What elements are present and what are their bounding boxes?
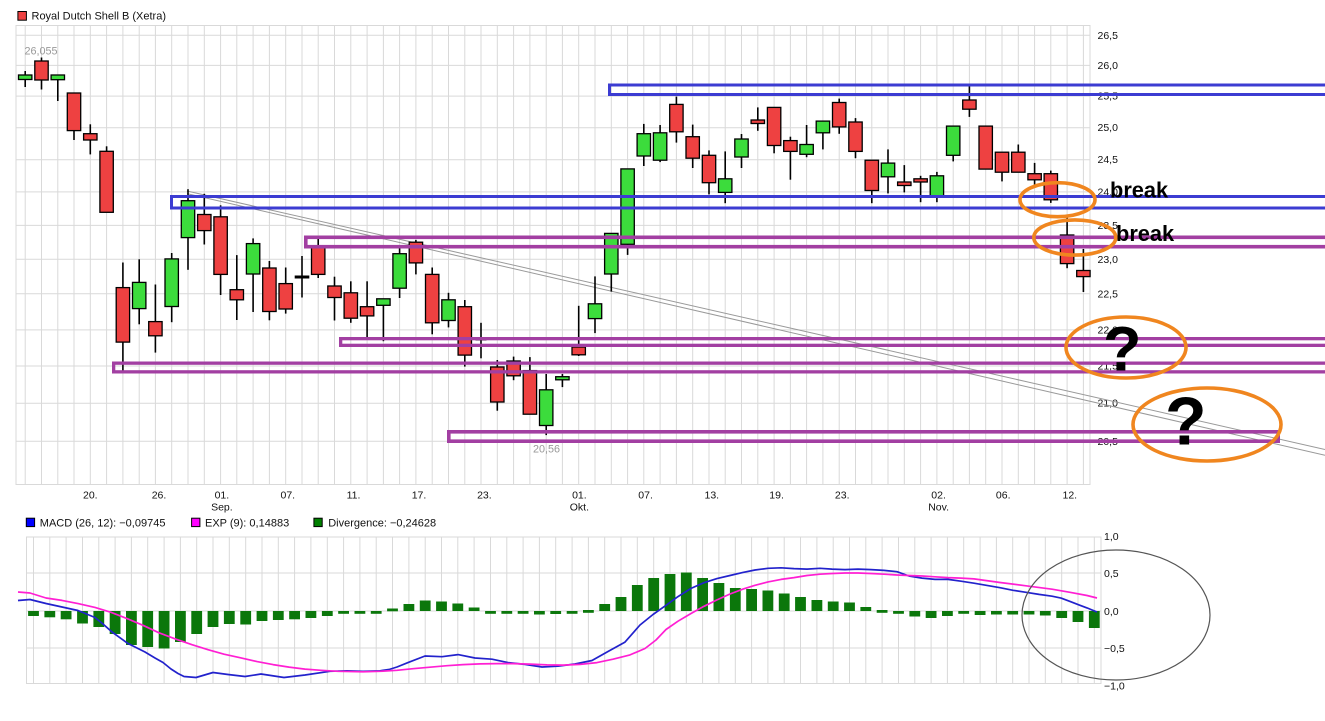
svg-text:25,0: 25,0 [1098,122,1119,134]
svg-text:0,0: 0,0 [1104,606,1119,618]
svg-text:EXP (9): 0,14883: EXP (9): 0,14883 [205,518,289,530]
svg-text:20,56: 20,56 [533,444,560,456]
svg-text:26,0: 26,0 [1098,60,1119,72]
svg-text:break: break [1116,221,1175,246]
svg-text:Sep.: Sep. [211,502,233,514]
svg-text:25,5: 25,5 [1098,91,1119,103]
svg-text:0,5: 0,5 [1104,568,1119,580]
svg-text:07.: 07. [638,490,653,502]
svg-text:12.: 12. [1062,490,1077,502]
svg-text:24,5: 24,5 [1098,154,1119,166]
svg-text:Okt.: Okt. [570,502,589,514]
svg-text:13.: 13. [704,490,719,502]
svg-text:20.: 20. [83,490,98,502]
svg-text:07.: 07. [280,490,295,502]
svg-text:06.: 06. [996,490,1011,502]
svg-text:17.: 17. [412,490,427,502]
svg-text:MACD (26, 12): −0,09745: MACD (26, 12): −0,09745 [40,518,166,530]
svg-text:break: break [1110,177,1169,202]
svg-text:22,5: 22,5 [1098,288,1119,300]
svg-text:02.: 02. [931,490,946,502]
svg-text:Nov.: Nov. [928,502,949,514]
svg-text:?: ? [1103,315,1141,385]
svg-text:26,5: 26,5 [1098,30,1119,42]
svg-text:01.: 01. [215,490,230,502]
svg-text:19.: 19. [769,490,784,502]
svg-text:Royal Dutch Shell B (Xetra): Royal Dutch Shell B (Xetra) [32,11,167,23]
svg-text:01.: 01. [572,490,587,502]
svg-text:1,0: 1,0 [1104,531,1119,543]
svg-text:26,055: 26,055 [25,46,58,58]
svg-text:26.: 26. [152,490,167,502]
svg-text:?: ? [1165,384,1207,460]
svg-text:23.: 23. [835,490,850,502]
svg-text:23.: 23. [477,490,492,502]
svg-text:23,0: 23,0 [1098,254,1119,266]
svg-text:Divergence: −0,24628: Divergence: −0,24628 [328,518,436,530]
svg-text:11.: 11. [347,490,361,502]
svg-text:−1,0: −1,0 [1104,681,1125,693]
svg-text:−0,5: −0,5 [1104,643,1125,655]
